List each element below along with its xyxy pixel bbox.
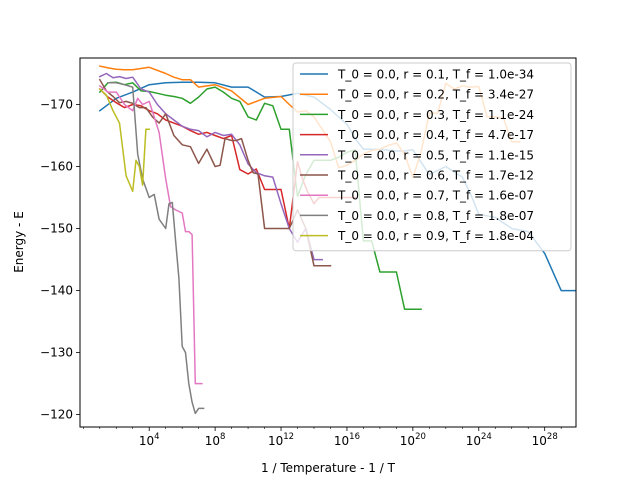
legend-entry: T_0 = 0.0, r = 0.7, T_f = 1.6e-07 — [337, 189, 534, 203]
y-tick-label: −140 — [40, 284, 73, 298]
x-tick-label-base: 10 — [466, 434, 481, 448]
plot-frame — [79, 57, 577, 428]
series-line-6 — [98, 78, 332, 267]
x-tick-label-exponent: 16 — [349, 432, 360, 442]
x-axis-label: 1 / Temperature - 1 / T — [261, 461, 396, 475]
x-tick-label-base: 10 — [205, 434, 220, 448]
series-line-7 — [98, 84, 203, 385]
legend-entry: T_0 = 0.0, r = 0.9, T_f = 1.8e-04 — [337, 229, 534, 243]
x-tick-label-exponent: 8 — [220, 432, 225, 442]
y-tick-label: −160 — [40, 160, 73, 174]
series-line-5 — [98, 72, 323, 261]
x-tick-label: 1020 — [400, 432, 426, 448]
x-tick-label-exponent: 28 — [547, 432, 558, 442]
x-tick-label: 1016 — [334, 432, 360, 448]
x-tick-label: 1028 — [532, 432, 558, 448]
x-tick-label-base: 10 — [334, 434, 349, 448]
x-tick-label: 1024 — [466, 432, 492, 448]
legend-box — [292, 62, 572, 252]
x-tick-label-base: 10 — [268, 434, 283, 448]
y-axis-label: Energy - E — [12, 211, 26, 273]
x-tick-label-exponent: 4 — [154, 432, 159, 442]
series-line-8 — [107, 82, 205, 415]
x-tick-label: 104 — [139, 432, 160, 448]
y-tick-label: −150 — [40, 222, 73, 236]
x-tick-label-base: 10 — [532, 434, 547, 448]
x-tick-label: 108 — [205, 432, 226, 448]
x-tick-label-base: 10 — [400, 434, 415, 448]
y-tick-label: −170 — [40, 98, 73, 112]
x-tick-label: 1012 — [268, 432, 294, 448]
legend-entry: T_0 = 0.0, r = 0.8, T_f = 1.8e-07 — [337, 209, 534, 223]
legend-entry: T_0 = 0.0, r = 0.3, T_f = 1.1e-24 — [337, 108, 534, 122]
legend-entry: T_0 = 0.0, r = 0.1, T_f = 1.0e-34 — [337, 68, 534, 82]
y-axis-ticks: −170 −160 −150 −140 −130 −120 — [40, 98, 80, 422]
axes-layer — [79, 57, 577, 428]
x-tick-label-exponent: 24 — [481, 432, 492, 442]
legend-entry: T_0 = 0.0, r = 0.6, T_f = 1.7e-12 — [337, 169, 534, 183]
x-axis-ticks: 104 108 1012 1016 1020 1024 1028 — [82, 427, 562, 448]
x-tick-label-exponent: 20 — [415, 432, 426, 442]
legend: T_0 = 0.0, r = 0.1, T_f = 1.0e-34 T_0 = 0… — [292, 62, 572, 252]
y-tick-label: −130 — [40, 346, 73, 360]
y-tick-label: −120 — [40, 408, 73, 422]
legend-entry: T_0 = 0.0, r = 0.2, T_f = 3.4e-27 — [337, 88, 534, 102]
x-tick-label-base: 10 — [139, 434, 154, 448]
legend-entry: T_0 = 0.0, r = 0.4, T_f = 4.7e-17 — [337, 128, 534, 142]
x-tick-label-exponent: 12 — [283, 432, 294, 442]
series-line-9 — [98, 87, 150, 193]
legend-entry: T_0 = 0.0, r = 0.5, T_f = 1.1e-15 — [337, 148, 534, 162]
